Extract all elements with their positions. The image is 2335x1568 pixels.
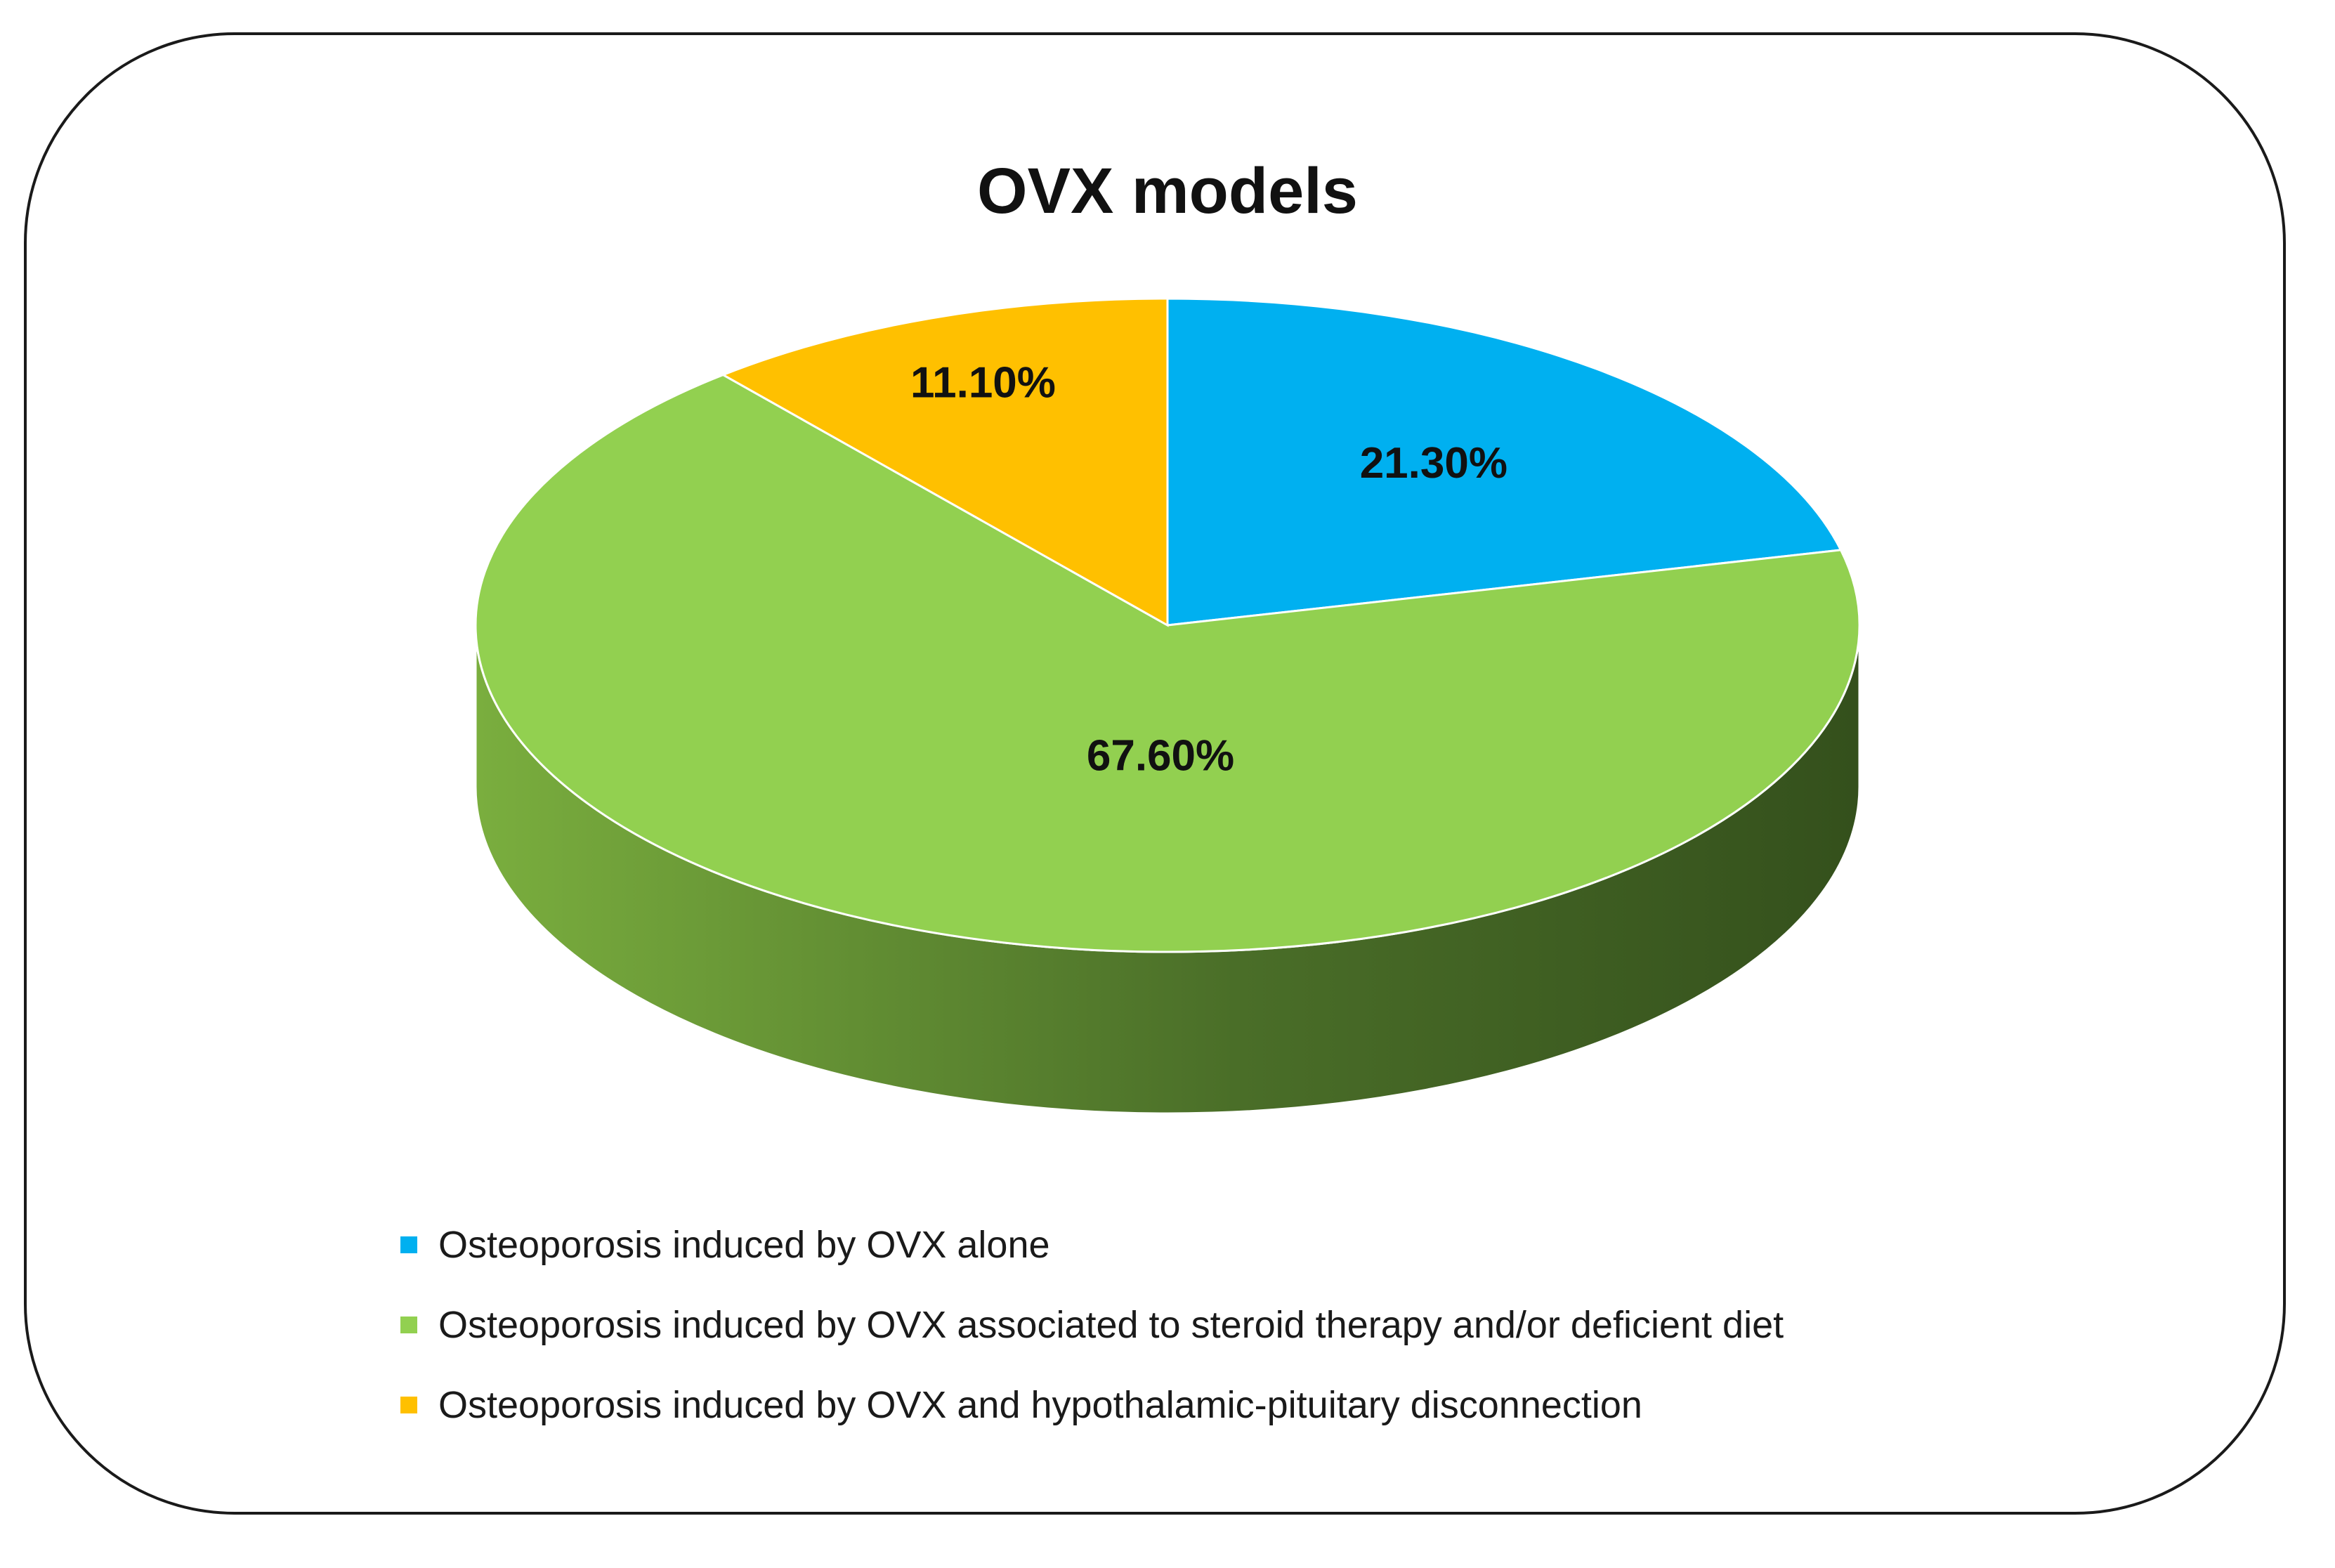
- legend-label-ovx-hypothalamic: Osteoporosis induced by OVX and hypothal…: [438, 1384, 1642, 1426]
- legend-swatch-orange: [400, 1397, 417, 1413]
- legend-swatch-blue: [400, 1236, 417, 1253]
- chart-title: OVX models: [977, 155, 1358, 227]
- legend-label-ovx-alone: Osteoporosis induced by OVX alone: [438, 1224, 1050, 1266]
- legend-item-ovx-steroid-diet: Osteoporosis induced by OVX associated t…: [400, 1285, 1784, 1365]
- data-label-2: 11.10%: [910, 359, 1056, 407]
- pie-slice-1: [474, 373, 1861, 953]
- legend-label-ovx-steroid-diet: Osteoporosis induced by OVX associated t…: [438, 1304, 1784, 1346]
- legend-item-ovx-hypothalamic: Osteoporosis induced by OVX and hypothal…: [400, 1365, 1784, 1445]
- legend-swatch-green: [400, 1317, 417, 1333]
- data-label-1: 67.60%: [1087, 731, 1234, 780]
- pie-slice-2: [720, 297, 1169, 627]
- data-label-0: 21.30%: [1360, 439, 1507, 488]
- legend: Osteoporosis induced by OVX alone Osteop…: [400, 1205, 1784, 1445]
- legend-item-ovx-alone: Osteoporosis induced by OVX alone: [400, 1205, 1784, 1285]
- pie-slice-0: [1166, 297, 1843, 627]
